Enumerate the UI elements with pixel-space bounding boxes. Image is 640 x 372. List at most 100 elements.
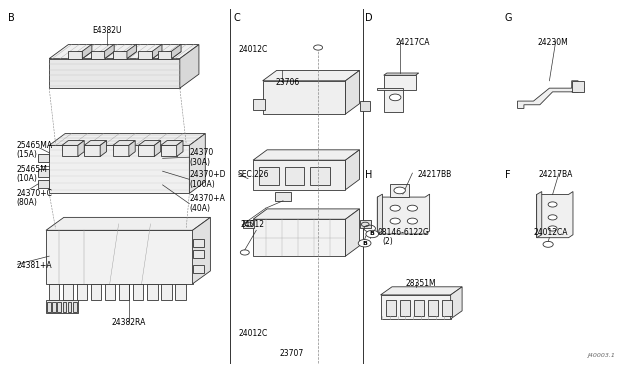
Polygon shape	[84, 145, 100, 157]
Polygon shape	[253, 209, 360, 219]
Polygon shape	[104, 44, 114, 59]
Polygon shape	[262, 81, 346, 114]
Text: (30A): (30A)	[189, 157, 211, 167]
Polygon shape	[378, 88, 403, 90]
Text: 28351M: 28351M	[405, 279, 436, 288]
Text: 24382RA: 24382RA	[111, 318, 146, 327]
Bar	[360, 220, 371, 228]
Polygon shape	[381, 295, 451, 319]
Bar	[442, 301, 452, 316]
Polygon shape	[91, 52, 114, 59]
Text: 24217CA: 24217CA	[395, 38, 429, 46]
Bar	[285, 167, 304, 185]
Bar	[175, 284, 186, 301]
Polygon shape	[262, 70, 360, 81]
Polygon shape	[49, 59, 180, 88]
Bar	[38, 180, 49, 188]
Text: 24370+D: 24370+D	[189, 170, 226, 179]
Bar	[193, 264, 204, 273]
Circle shape	[548, 226, 557, 231]
Bar	[92, 284, 101, 301]
Bar	[243, 220, 254, 228]
Text: 23706: 23706	[275, 78, 300, 87]
Polygon shape	[518, 81, 578, 109]
Polygon shape	[49, 134, 205, 145]
Polygon shape	[138, 141, 161, 145]
Bar	[399, 301, 410, 316]
Polygon shape	[189, 134, 205, 193]
Polygon shape	[381, 287, 462, 295]
Polygon shape	[138, 51, 152, 59]
Polygon shape	[384, 73, 419, 75]
Polygon shape	[46, 301, 78, 313]
Text: 24370+C: 24370+C	[16, 189, 52, 198]
Polygon shape	[537, 192, 541, 238]
Text: (80A): (80A)	[16, 198, 37, 207]
Polygon shape	[91, 51, 104, 59]
Text: J40003.1: J40003.1	[587, 353, 615, 358]
Polygon shape	[49, 145, 189, 193]
Text: 24012C: 24012C	[239, 329, 268, 338]
Bar	[119, 284, 129, 301]
Polygon shape	[46, 230, 193, 284]
Polygon shape	[161, 145, 177, 157]
Text: 24012C: 24012C	[239, 45, 268, 54]
Text: (10A): (10A)	[16, 174, 37, 183]
Text: 23707: 23707	[279, 350, 303, 359]
Circle shape	[366, 230, 379, 238]
Circle shape	[390, 94, 401, 101]
Polygon shape	[127, 44, 136, 59]
Bar	[47, 302, 51, 311]
Text: 24012: 24012	[241, 220, 264, 229]
Bar	[428, 301, 438, 316]
Circle shape	[358, 240, 371, 247]
Text: 25465MA: 25465MA	[16, 141, 52, 150]
Bar	[147, 284, 157, 301]
Bar	[63, 284, 74, 301]
Polygon shape	[113, 141, 135, 145]
Polygon shape	[138, 145, 154, 157]
Text: (2): (2)	[383, 237, 393, 246]
Text: 24230M: 24230M	[537, 38, 568, 46]
Text: B: B	[370, 231, 374, 237]
Circle shape	[390, 218, 400, 224]
Polygon shape	[253, 160, 346, 190]
Bar	[161, 284, 172, 301]
Text: SEC.226: SEC.226	[237, 170, 269, 179]
Circle shape	[394, 187, 405, 194]
Polygon shape	[157, 52, 181, 59]
Text: 24012CA: 24012CA	[533, 228, 568, 237]
Bar	[105, 284, 115, 301]
Bar	[73, 302, 77, 311]
Text: E4382U: E4382U	[92, 26, 122, 35]
Polygon shape	[253, 150, 360, 160]
Text: G: G	[505, 13, 512, 23]
Text: (15A): (15A)	[16, 150, 37, 159]
Polygon shape	[253, 219, 346, 256]
Text: 24381+A: 24381+A	[16, 261, 52, 270]
Polygon shape	[451, 287, 462, 319]
Bar	[193, 250, 204, 258]
Polygon shape	[68, 52, 92, 59]
Polygon shape	[100, 141, 106, 157]
Bar	[49, 284, 60, 301]
Circle shape	[407, 218, 417, 224]
Text: D: D	[365, 13, 372, 23]
Polygon shape	[49, 45, 199, 59]
Bar	[58, 302, 61, 311]
Bar	[253, 99, 264, 110]
Bar	[52, 302, 56, 311]
Bar	[133, 284, 143, 301]
Text: 25465M: 25465M	[16, 165, 47, 174]
Text: 08146-6122G: 08146-6122G	[378, 228, 429, 237]
Bar	[68, 302, 72, 311]
Text: 24217BA: 24217BA	[539, 170, 573, 179]
Text: 24370: 24370	[189, 148, 214, 157]
Bar	[77, 284, 88, 301]
Polygon shape	[152, 44, 162, 59]
Polygon shape	[113, 51, 127, 59]
Polygon shape	[537, 192, 573, 238]
Polygon shape	[172, 44, 181, 59]
Polygon shape	[154, 141, 161, 157]
Polygon shape	[62, 141, 84, 145]
